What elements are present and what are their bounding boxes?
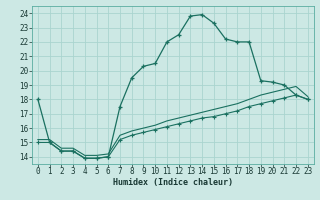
X-axis label: Humidex (Indice chaleur): Humidex (Indice chaleur) — [113, 178, 233, 187]
